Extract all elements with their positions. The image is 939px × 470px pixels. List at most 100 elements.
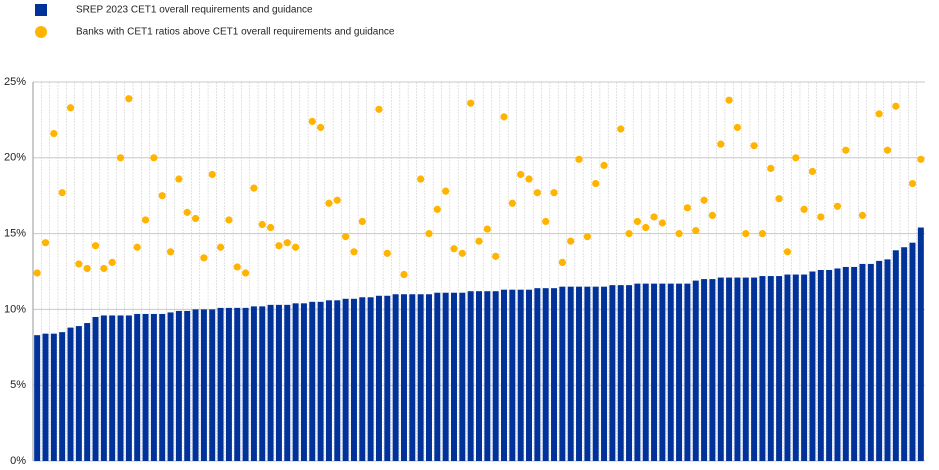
- bar: [334, 300, 341, 461]
- dot: [291, 243, 300, 251]
- dot: [191, 214, 200, 223]
- bar: [709, 279, 716, 461]
- dot: [633, 217, 641, 226]
- dot: [525, 175, 533, 183]
- dot: [842, 146, 850, 154]
- bar: [400, 294, 407, 461]
- bar: [267, 304, 274, 461]
- dot: [800, 205, 808, 213]
- bar: [34, 335, 41, 461]
- dot: [733, 123, 742, 132]
- bar: [342, 298, 349, 461]
- dot: [216, 243, 225, 251]
- dot: [417, 175, 425, 183]
- dot: [550, 189, 558, 197]
- bar: [434, 292, 441, 461]
- bar: [917, 227, 924, 461]
- dot: [558, 258, 566, 267]
- bar: [217, 307, 224, 461]
- bar: [817, 269, 824, 461]
- bar: [542, 288, 549, 461]
- bar: [667, 283, 674, 461]
- dot: [917, 155, 925, 163]
- dot: [308, 117, 316, 126]
- bar: [534, 288, 541, 461]
- bar: [892, 250, 899, 461]
- bar: [859, 263, 866, 461]
- dot: [266, 223, 275, 232]
- bar: [409, 294, 416, 461]
- bar: [117, 315, 124, 461]
- y-tick-label: 5%: [10, 379, 26, 391]
- bar: [367, 297, 374, 461]
- bar: [576, 286, 583, 461]
- bar: [192, 309, 199, 461]
- dot: [883, 146, 892, 154]
- dot: [567, 237, 575, 245]
- bar: [259, 306, 266, 461]
- bar: [884, 259, 891, 461]
- bar: [417, 294, 424, 461]
- dot: [283, 239, 291, 247]
- bar: [626, 285, 633, 461]
- bar: [517, 289, 524, 461]
- dot: [683, 204, 692, 212]
- dot: [58, 189, 66, 197]
- dot: [858, 211, 867, 220]
- dot: [50, 129, 58, 138]
- bar: [784, 274, 791, 461]
- bar: [84, 323, 91, 461]
- dot: [750, 142, 758, 150]
- dot: [425, 230, 433, 238]
- legend-marker: [35, 4, 47, 16]
- bar: [59, 332, 66, 461]
- dot: [908, 179, 917, 188]
- bar: [309, 301, 316, 461]
- dot: [400, 270, 408, 279]
- dot: [600, 161, 608, 169]
- legend-label: SREP 2023 CET1 overall requirements and …: [76, 5, 313, 16]
- dot: [275, 242, 283, 250]
- dot: [708, 211, 717, 220]
- dot: [617, 125, 625, 133]
- bar: [492, 291, 499, 461]
- dot: [116, 154, 125, 162]
- dot: [692, 226, 700, 235]
- bar: [551, 288, 558, 461]
- bar: [484, 291, 491, 461]
- bar: [801, 274, 808, 461]
- dot: [875, 110, 883, 118]
- dot: [141, 216, 150, 224]
- bar: [350, 298, 357, 461]
- dot: [658, 219, 667, 227]
- bar: [592, 286, 599, 461]
- bar: [292, 303, 299, 461]
- bar: [776, 276, 783, 461]
- bar: [567, 286, 574, 461]
- bar: [851, 266, 858, 461]
- bar: [375, 295, 382, 461]
- bar: [684, 283, 691, 461]
- dot: [742, 230, 750, 238]
- bar: [867, 263, 874, 461]
- dot: [458, 249, 466, 257]
- bar: [634, 283, 641, 461]
- bar: [726, 277, 733, 461]
- bar: [509, 289, 516, 461]
- dot: [83, 264, 91, 273]
- dot: [75, 260, 83, 268]
- dot: [133, 243, 141, 251]
- dot: [500, 113, 508, 121]
- bar: [92, 316, 99, 461]
- dot: [483, 225, 491, 233]
- bar: [767, 276, 774, 461]
- dot: [258, 220, 266, 229]
- bar: [901, 247, 908, 461]
- dot: [492, 252, 500, 260]
- dot: [833, 202, 842, 210]
- bar: [751, 277, 758, 461]
- bar: [284, 304, 291, 461]
- dot: [533, 189, 541, 197]
- bar: [384, 295, 391, 461]
